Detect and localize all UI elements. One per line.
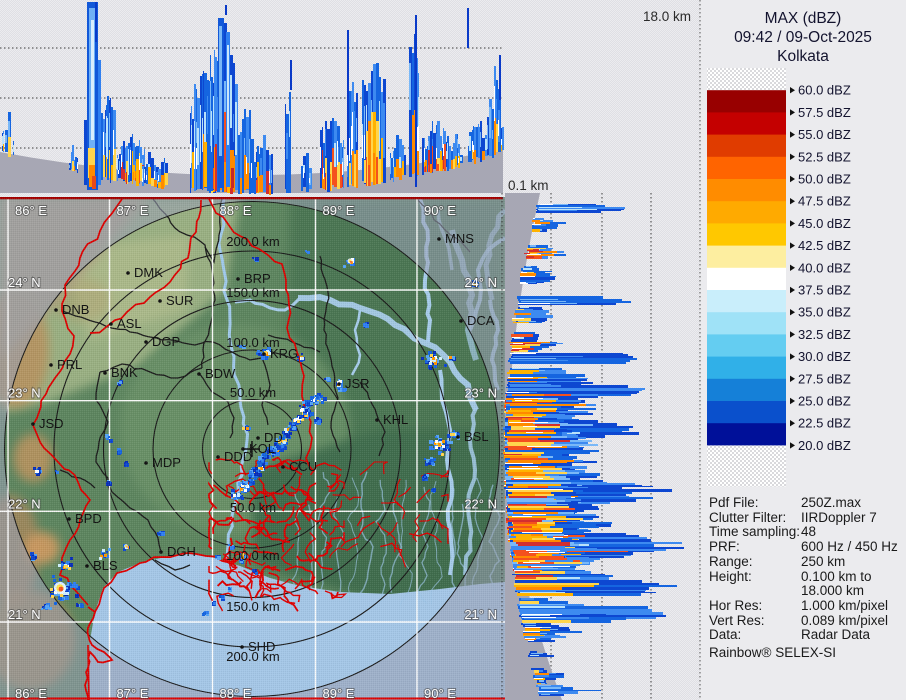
svg-text:27.5 dBZ: 27.5 dBZ [798, 371, 851, 386]
svg-text:250Z.max: 250Z.max [801, 495, 861, 510]
svg-text:250 km: 250 km [801, 554, 845, 569]
svg-text:Pdf File:: Pdf File: [709, 495, 759, 510]
svg-text:55.0 dBZ: 55.0 dBZ [798, 127, 851, 142]
svg-text:48: 48 [801, 524, 816, 539]
svg-text:30.0 dBZ: 30.0 dBZ [798, 349, 851, 364]
svg-text:600 Hz / 450 Hz: 600 Hz / 450 Hz [801, 539, 898, 554]
svg-text:1.000 km/pixel: 1.000 km/pixel [801, 598, 888, 613]
svg-text:09:42 / 09-Oct-2025: 09:42 / 09-Oct-2025 [734, 29, 872, 46]
svg-text:25.0 dBZ: 25.0 dBZ [798, 394, 851, 409]
svg-text:Kolkata: Kolkata [777, 48, 829, 65]
svg-text:IIRDoppler 7: IIRDoppler 7 [801, 510, 877, 525]
svg-text:47.5 dBZ: 47.5 dBZ [798, 194, 851, 209]
svg-text:20.0 dBZ: 20.0 dBZ [798, 438, 851, 453]
svg-text:Rainbow® SELEX-SI: Rainbow® SELEX-SI [709, 645, 836, 660]
svg-text:Vert Res:: Vert Res: [709, 613, 765, 628]
svg-text:Radar Data: Radar Data [801, 627, 871, 642]
svg-text:60.0 dBZ: 60.0 dBZ [798, 83, 851, 98]
svg-text:22.5 dBZ: 22.5 dBZ [798, 416, 851, 431]
svg-text:MAX (dBZ): MAX (dBZ) [765, 10, 842, 27]
svg-text:52.5 dBZ: 52.5 dBZ [798, 149, 851, 164]
svg-text:Hor Res:: Hor Res: [709, 598, 762, 613]
svg-text:18.000 km: 18.000 km [801, 583, 864, 598]
svg-text:37.5 dBZ: 37.5 dBZ [798, 283, 851, 298]
svg-text:Time sampling:: Time sampling: [709, 524, 800, 539]
svg-text:45.0 dBZ: 45.0 dBZ [798, 216, 851, 231]
svg-text:32.5 dBZ: 32.5 dBZ [798, 327, 851, 342]
svg-text:35.0 dBZ: 35.0 dBZ [798, 305, 851, 320]
svg-text:42.5 dBZ: 42.5 dBZ [798, 238, 851, 253]
svg-text:0.1 km: 0.1 km [508, 178, 549, 193]
svg-text:Data:: Data: [709, 627, 741, 642]
svg-text:18.0 km: 18.0 km [643, 9, 691, 24]
svg-text:Clutter Filter:: Clutter Filter: [709, 510, 786, 525]
svg-text:0.089 km/pixel: 0.089 km/pixel [801, 613, 888, 628]
svg-text:0.100 km to: 0.100 km to [801, 569, 872, 584]
svg-text:40.0 dBZ: 40.0 dBZ [798, 260, 851, 275]
svg-text:PRF:: PRF: [709, 539, 740, 554]
svg-text:50.0 dBZ: 50.0 dBZ [798, 172, 851, 187]
svg-text:57.5 dBZ: 57.5 dBZ [798, 105, 851, 120]
svg-text:Height:: Height: [709, 569, 752, 584]
svg-text:Range:: Range: [709, 554, 753, 569]
